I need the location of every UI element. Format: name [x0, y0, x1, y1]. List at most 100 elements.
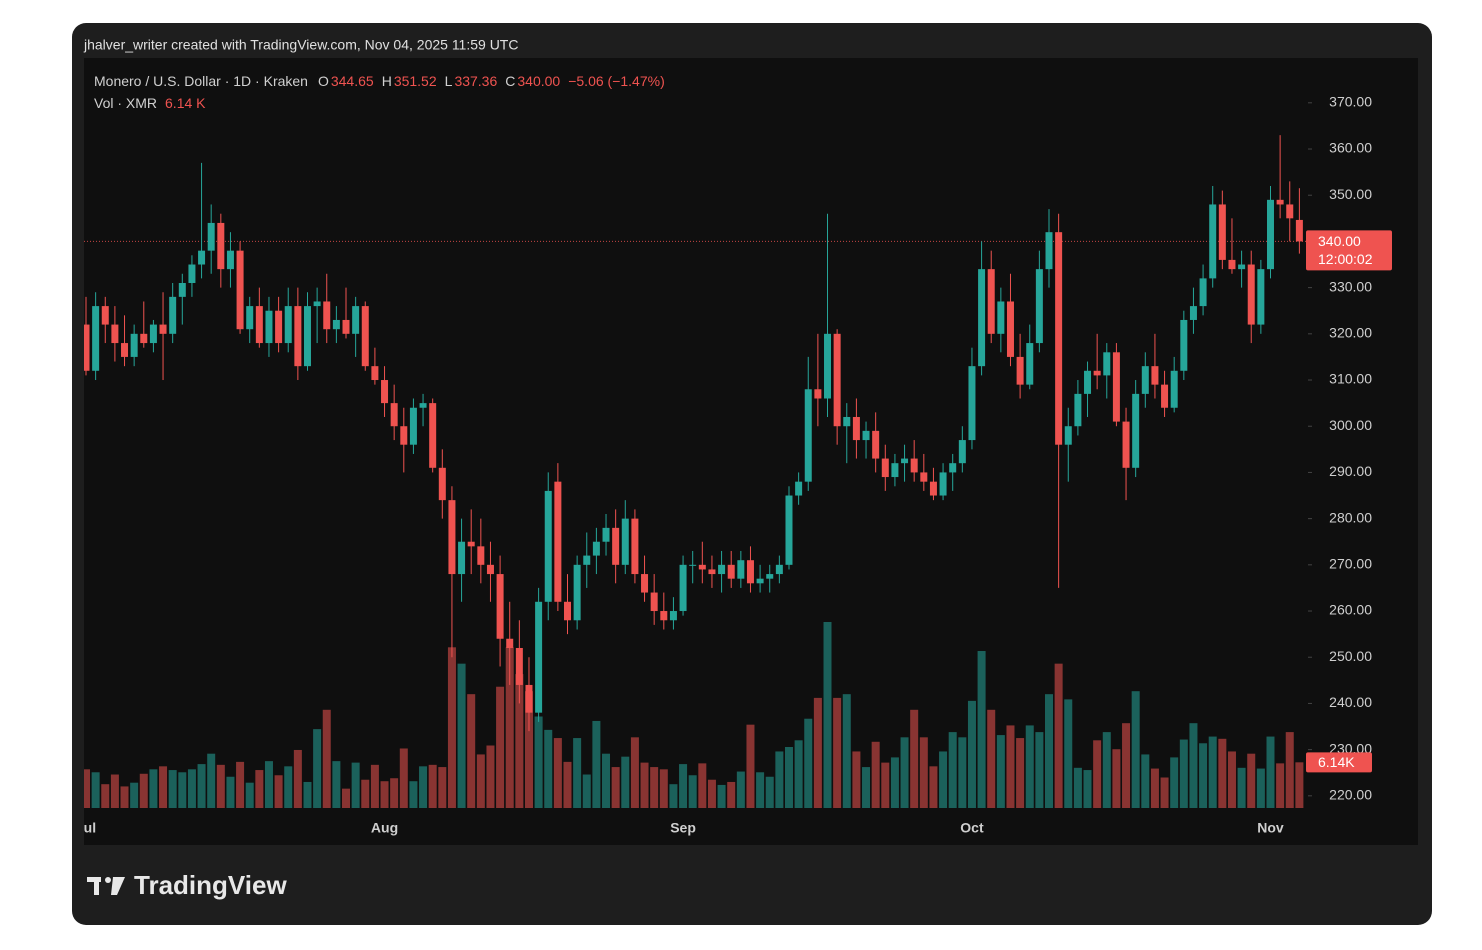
- candle-body: [1228, 259, 1236, 270]
- candle-body: [641, 574, 649, 593]
- volume-bar: [707, 779, 716, 808]
- candle-body: [978, 269, 986, 367]
- candle-body: [1295, 219, 1303, 242]
- volume-bar: [467, 694, 476, 808]
- candle-body: [332, 319, 340, 330]
- candle-body: [583, 555, 591, 565]
- volume-bar: [582, 774, 591, 808]
- volume-bar: [534, 716, 543, 808]
- candle-body: [920, 472, 928, 482]
- candle-body: [169, 296, 177, 334]
- candle-body: [381, 380, 389, 404]
- candle-body: [255, 306, 263, 344]
- volume-bar: [197, 764, 206, 808]
- candle-body: [284, 306, 292, 344]
- volume-bar: [303, 781, 312, 808]
- candle-body: [458, 541, 466, 575]
- candle-body: [84, 324, 90, 371]
- candle-body: [419, 403, 427, 408]
- volume-value: 6.14 K: [165, 95, 206, 111]
- candle-body: [698, 564, 706, 570]
- ohlc-key: C: [505, 73, 515, 89]
- change: −5.06 (−1.47%): [568, 73, 665, 89]
- candle-body: [121, 343, 129, 357]
- volume-tag: [1306, 752, 1372, 773]
- candle-body: [149, 324, 157, 344]
- volume-bar: [727, 781, 736, 808]
- volume-bar: [1285, 732, 1294, 808]
- volume-bar: [919, 737, 928, 808]
- candle-body: [448, 500, 456, 575]
- candle-body: [236, 250, 244, 330]
- candle-body: [824, 333, 832, 399]
- candle-body: [1199, 278, 1207, 307]
- volume-bar: [659, 769, 668, 808]
- y-tick-label: 350.00: [1329, 186, 1372, 202]
- candle-body: [766, 574, 774, 579]
- volume-bar: [563, 761, 572, 808]
- candle-body: [689, 564, 697, 566]
- volume-bar: [862, 767, 871, 808]
- candle-body: [303, 306, 311, 367]
- volume-bar: [505, 647, 514, 808]
- tags: 340.00 12:00:02 6.14K: [1306, 230, 1392, 773]
- volume-bar: [1227, 751, 1236, 808]
- candle-body: [515, 647, 523, 685]
- ohlc-value: 351.52: [394, 73, 437, 89]
- volume-bar: [1025, 725, 1034, 808]
- volume-bar: [1141, 754, 1150, 808]
- volume-bar: [419, 766, 428, 808]
- volume-bar: [756, 772, 765, 808]
- volume-bar: [679, 764, 688, 808]
- candle-body: [910, 458, 918, 473]
- candle-body: [997, 301, 1005, 334]
- volume-bar: [967, 700, 976, 808]
- candle-body: [949, 463, 957, 473]
- volume-bar: [592, 720, 601, 808]
- candle-body: [612, 527, 620, 565]
- candle-body: [862, 430, 870, 441]
- volume-bar: [1266, 736, 1275, 808]
- volume-bar: [120, 786, 129, 808]
- volume-bar: [669, 784, 678, 808]
- y-tick-label: 250.00: [1329, 648, 1372, 664]
- candle-body: [544, 490, 552, 602]
- candle-body: [390, 403, 398, 427]
- candle-body: [438, 467, 446, 501]
- candle-body: [939, 472, 947, 496]
- y-tick-label: 220.00: [1329, 787, 1372, 803]
- candle-body: [1132, 393, 1140, 468]
- volume-bar: [149, 769, 158, 808]
- candle-body: [1064, 426, 1072, 445]
- candle-body: [506, 638, 514, 648]
- candle-body: [1084, 370, 1092, 394]
- y-tick-label: 270.00: [1329, 556, 1372, 572]
- candle-body: [795, 481, 803, 496]
- volume-bar: [1073, 767, 1082, 808]
- candle-body: [1016, 356, 1024, 385]
- candle-body: [525, 684, 533, 713]
- volume-bar: [91, 772, 100, 808]
- volume-bar: [621, 756, 630, 808]
- candle-body: [872, 430, 880, 459]
- candle-body: [1286, 204, 1294, 219]
- volume-bar: [1179, 739, 1188, 808]
- volume-bar: [650, 767, 659, 808]
- volume-bar: [553, 738, 562, 808]
- candle-body: [1209, 204, 1217, 279]
- volume-bar: [524, 691, 533, 808]
- y-tick-label: 360.00: [1329, 140, 1372, 156]
- candle-body: [323, 301, 331, 330]
- candle-body: [361, 306, 369, 367]
- volume-bar: [871, 741, 880, 808]
- ohlc-key: L: [445, 73, 453, 89]
- candle-body: [1180, 319, 1188, 371]
- volume-tag-label: 6.14K: [1318, 754, 1355, 770]
- volume-bar: [1006, 725, 1015, 808]
- volume-bar: [813, 697, 822, 808]
- candle-body: [188, 264, 196, 283]
- candle-body: [1093, 370, 1101, 376]
- candle-body: [852, 416, 860, 441]
- volume-bar: [929, 766, 938, 808]
- volume-bar: [1016, 738, 1025, 808]
